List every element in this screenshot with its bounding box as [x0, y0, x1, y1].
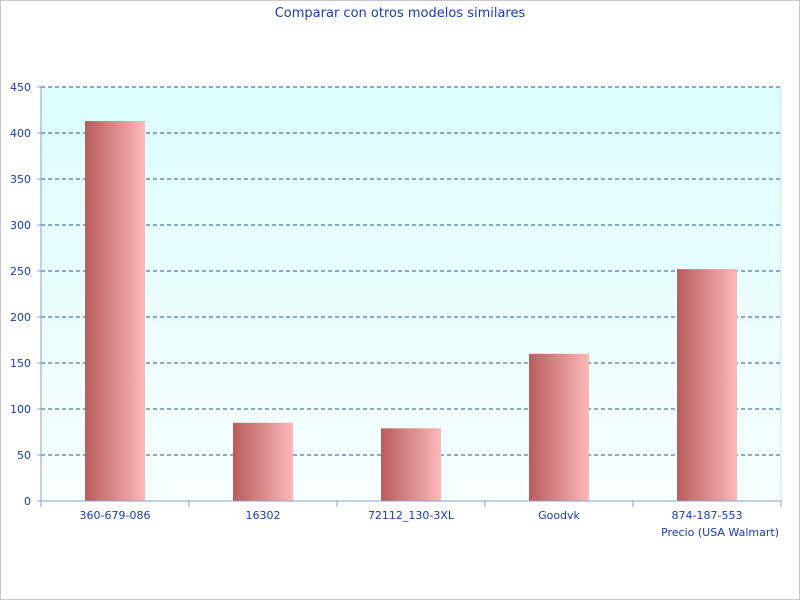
y-axis-ticks: 0 50 100 150 200 250 300 350 400 450: [10, 81, 41, 508]
y-tick-label: 100: [10, 403, 31, 416]
y-tick-label: 300: [10, 219, 31, 232]
gridlines: [41, 86, 781, 456]
bar: [529, 353, 589, 501]
y-tick-label: 450: [10, 81, 31, 94]
x-tick-label: 72112_130-3XL: [368, 509, 455, 522]
x-tick-label: 360-679-086: [80, 509, 151, 522]
y-tick-label: 150: [10, 357, 31, 370]
y-tick-label: 200: [10, 311, 31, 324]
bar: [233, 422, 293, 501]
x-tick-label: Goodvk: [538, 509, 580, 522]
y-tick-label: 250: [10, 265, 31, 278]
bar: [381, 428, 441, 501]
bar: [85, 121, 145, 501]
x-axis-label: Precio (USA Walmart): [661, 526, 779, 539]
y-tick-label: 350: [10, 173, 31, 186]
bars: [85, 121, 737, 501]
axes: [40, 87, 782, 502]
bar: [677, 269, 737, 501]
y-tick-label: 50: [17, 449, 31, 462]
x-tick-label: 874-187-553: [672, 509, 743, 522]
x-axis-ticks: 360-679-086 16302 72112_130-3XL Goodvk 874-1…: [40, 501, 782, 522]
y-tick-label: 400: [10, 127, 31, 140]
chart-title: Comparar con otros modelos similares: [275, 6, 526, 21]
x-tick-label: 16302: [246, 509, 281, 522]
y-tick-label: 0: [24, 495, 31, 508]
